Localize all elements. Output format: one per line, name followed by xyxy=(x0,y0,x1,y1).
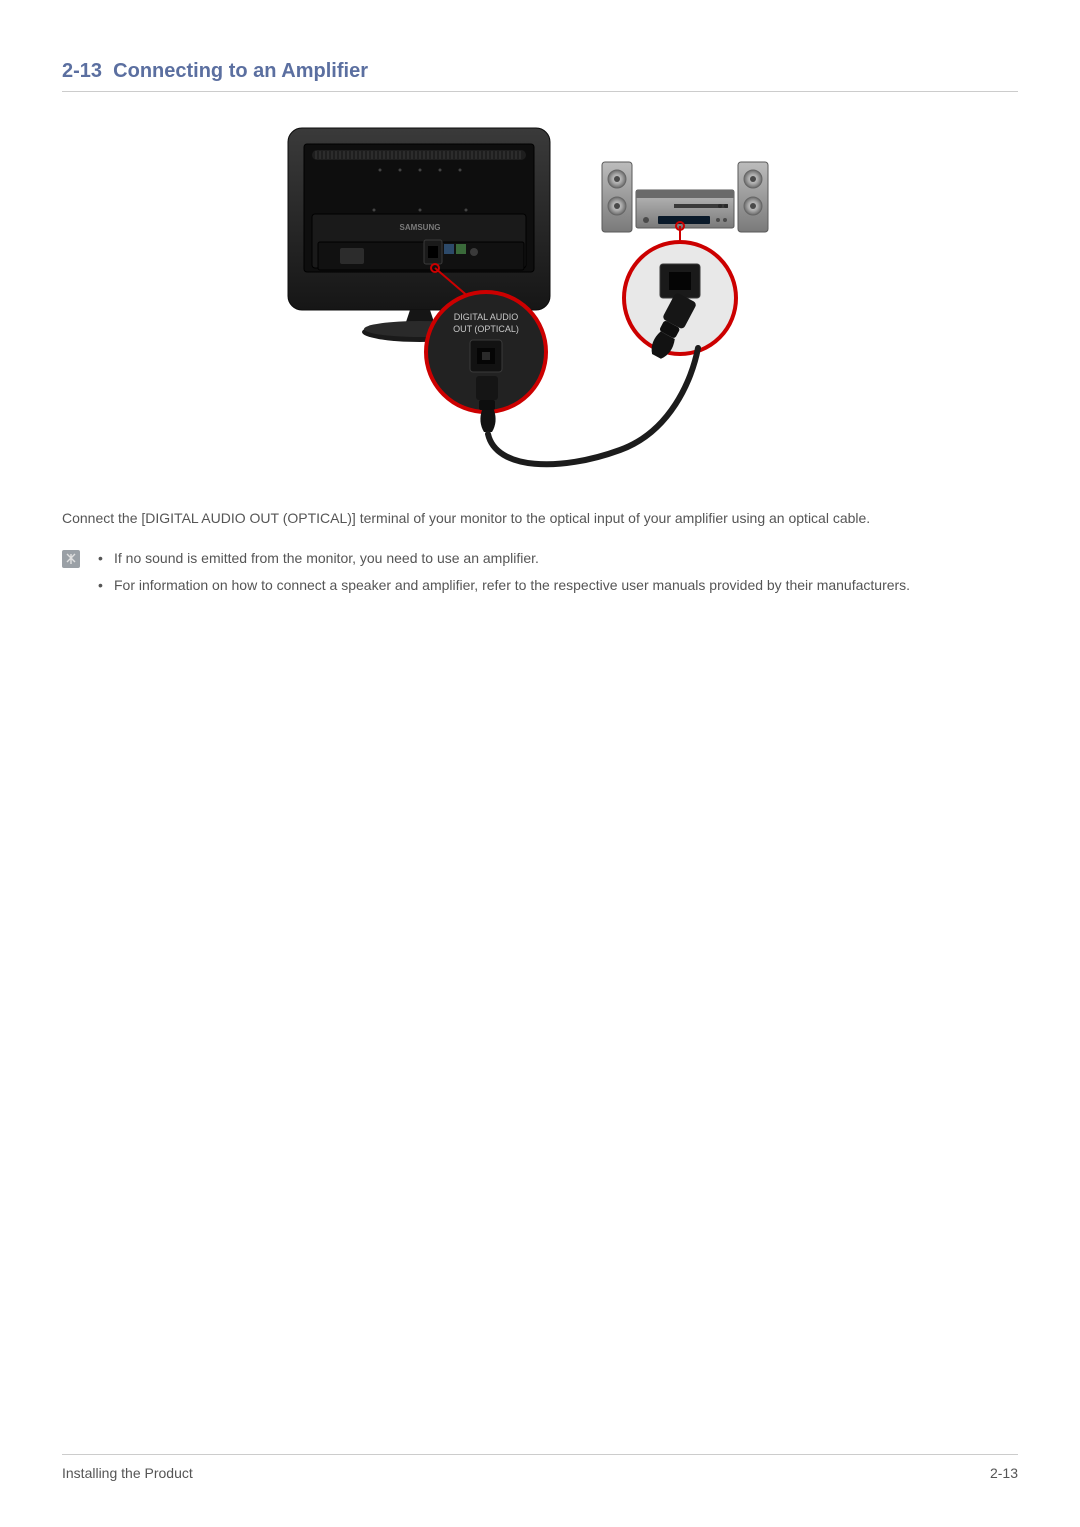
port-label-line1: DIGITAL AUDIO xyxy=(454,312,519,322)
note-block: If no sound is emitted from the monitor,… xyxy=(62,548,1018,603)
section-title: Connecting to an Amplifier xyxy=(113,60,368,82)
body-paragraph: Connect the [DIGITAL AUDIO OUT (OPTICAL)… xyxy=(62,508,1018,530)
connection-diagram: SAMSUNG xyxy=(62,120,1018,480)
amplifier-illustration xyxy=(602,162,768,232)
page-footer: Installing the Product 2-13 xyxy=(62,1454,1018,1481)
footer-left: Installing the Product xyxy=(62,1465,193,1481)
note-icon xyxy=(62,550,80,568)
port-label-line2: OUT (OPTICAL) xyxy=(453,324,519,334)
monitor-brand-label: SAMSUNG xyxy=(400,223,441,232)
note-item: If no sound is emitted from the monitor,… xyxy=(94,548,910,570)
section-heading: 2-13 Connecting to an Amplifier xyxy=(62,60,1018,92)
amp-connector-callout xyxy=(624,222,736,362)
note-item: For information on how to connect a spea… xyxy=(94,575,910,597)
note-list: If no sound is emitted from the monitor,… xyxy=(94,548,910,603)
footer-right: 2-13 xyxy=(990,1465,1018,1481)
diagram-svg: SAMSUNG xyxy=(260,120,820,480)
section-number: 2-13 xyxy=(62,60,102,82)
